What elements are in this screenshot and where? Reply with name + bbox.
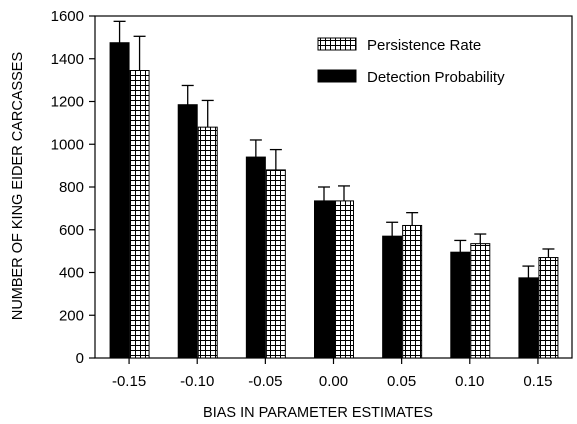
bar-detection-probability bbox=[245, 156, 266, 359]
x-axis-title: BIAS IN PARAMETER ESTIMATES bbox=[203, 405, 433, 421]
x-tick-label: 0.10 bbox=[455, 373, 484, 390]
y-tick-label: 0 bbox=[76, 350, 84, 367]
y-tick-label: 200 bbox=[59, 307, 84, 324]
y-axis-title: NUMBER OF KING EIDER CARCASSES bbox=[10, 52, 26, 320]
y-tick-label: 1200 bbox=[51, 94, 84, 111]
bar-detection-probability bbox=[518, 277, 539, 359]
bar-detection-probability bbox=[177, 104, 198, 359]
legend-swatch-persistence-rate bbox=[317, 37, 357, 51]
y-tick-label: 1000 bbox=[51, 136, 84, 153]
x-tick-label: 0.15 bbox=[523, 373, 552, 390]
bar-detection-probability bbox=[109, 42, 130, 359]
legend: Persistence Rate Detection Probability bbox=[317, 37, 505, 86]
bar-persistence-rate bbox=[538, 257, 559, 359]
bars-layer bbox=[109, 42, 559, 359]
legend-swatch-detection-probability bbox=[317, 69, 357, 83]
y-axis-ticks: 0 200 400 600 800 1000 1200 1400 1600 bbox=[51, 8, 95, 367]
legend-label-persistence-rate: Persistence Rate bbox=[367, 37, 481, 54]
x-tick-label: 0.00 bbox=[319, 373, 348, 390]
legend-label-detection-probability: Detection Probability bbox=[367, 69, 505, 86]
x-tick-label: -0.05 bbox=[248, 373, 282, 390]
x-tick-label: -0.15 bbox=[112, 373, 146, 390]
x-tick-label: -0.10 bbox=[180, 373, 214, 390]
bar-detection-probability bbox=[450, 251, 471, 359]
y-tick-label: 1600 bbox=[51, 8, 84, 25]
bar-persistence-rate bbox=[334, 200, 354, 359]
bar-persistence-rate bbox=[402, 224, 423, 359]
y-tick-label: 1400 bbox=[51, 51, 84, 68]
x-tick-label: 0.05 bbox=[387, 373, 416, 390]
bar-detection-probability bbox=[314, 200, 334, 359]
bar-persistence-rate bbox=[129, 70, 150, 359]
y-tick-label: 600 bbox=[59, 222, 84, 239]
bar-persistence-rate bbox=[197, 126, 218, 359]
y-tick-label: 400 bbox=[59, 265, 84, 282]
x-axis-ticks: -0.15 -0.10 -0.05 0.00 0.05 0.10 0.15 bbox=[112, 358, 553, 390]
bar-detection-probability bbox=[382, 235, 403, 359]
error-bars-layer bbox=[113, 20, 555, 278]
y-tick-label: 800 bbox=[59, 179, 84, 196]
bar-persistence-rate bbox=[470, 243, 491, 359]
bar-persistence-rate bbox=[265, 169, 286, 359]
